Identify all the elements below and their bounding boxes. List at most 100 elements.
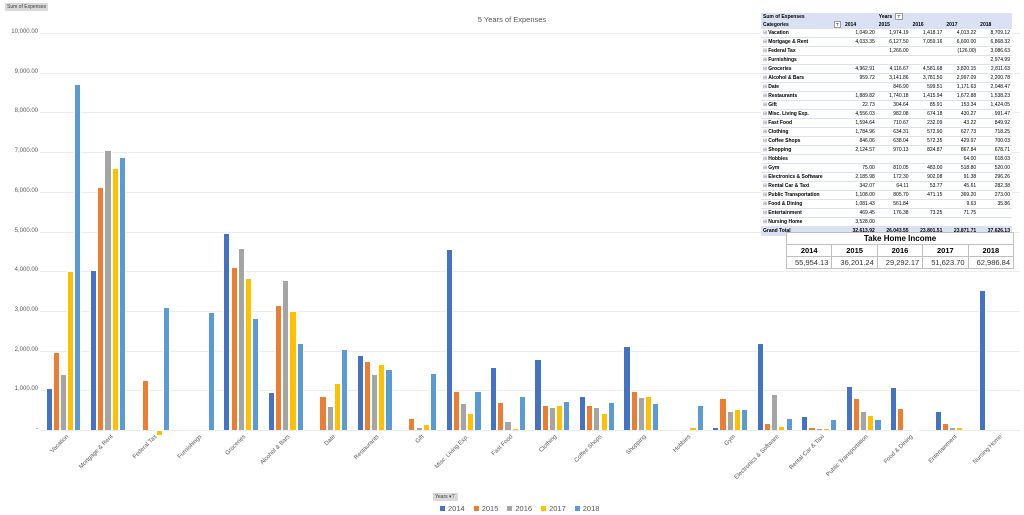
filter-icon[interactable]: ⊤ — [895, 13, 903, 20]
pivot-value-cell — [944, 55, 979, 65]
expand-plus-icon[interactable]: ⊞ — [763, 156, 768, 162]
bar-2017 — [111, 167, 119, 430]
pivot-row: ⊞Hobbies 64.00 618.03 — [761, 154, 1012, 164]
pivot-value-cell: 73.25 — [910, 208, 945, 218]
pivot-value-cell: 561.84 — [876, 199, 911, 209]
pivot-category-cell[interactable]: ⊞Fast Food — [761, 118, 843, 128]
legend-swatch-icon — [440, 506, 445, 511]
pivot-value-cell: 3,086.63 — [978, 46, 1012, 56]
pivot-category-cell[interactable]: ⊞Gym — [761, 163, 843, 173]
expand-plus-icon[interactable]: ⊞ — [763, 210, 768, 216]
pivot-value-cell: 1,594.64 — [842, 118, 877, 128]
expand-plus-icon[interactable]: ⊞ — [763, 66, 768, 72]
bar-2014 — [712, 427, 720, 430]
income-value-cell: 51,623.70 — [922, 256, 969, 269]
values-field-button[interactable]: Sum of Expenses — [5, 3, 49, 11]
pivot-value-cell: (126.00) — [944, 46, 979, 56]
pivot-category-cell[interactable]: ⊞Restaurants — [761, 91, 843, 101]
pivot-row: ⊞Date 846.90 599.51 1,171.63 2,048.47 — [761, 82, 1012, 92]
pivot-value-cell: 6,868.32 — [978, 37, 1012, 47]
legend-item-2016[interactable]: 2016 — [507, 504, 532, 513]
pivot-value-cell: 172.30 — [876, 172, 911, 182]
legend-item-2014[interactable]: 2014 — [440, 504, 465, 513]
pivot-value-cell: 520.00 — [978, 163, 1012, 173]
expand-plus-icon[interactable]: ⊞ — [763, 165, 768, 171]
category-label: Alcohol & Bars — [768, 75, 805, 81]
pivot-category-cell[interactable]: ⊞Food & Dining — [761, 199, 843, 209]
expand-plus-icon[interactable]: ⊞ — [763, 102, 768, 108]
expand-plus-icon[interactable]: ⊞ — [763, 84, 768, 90]
pivot-value-cell: 1,424.05 — [978, 100, 1012, 110]
bar-2015 — [852, 398, 860, 430]
expand-plus-icon[interactable]: ⊞ — [763, 111, 768, 117]
bar-2014 — [267, 391, 275, 430]
bar-2015 — [52, 351, 60, 430]
pivot-column-field[interactable]: Years ⊤ — [876, 13, 1012, 21]
pivot-category-cell[interactable]: ⊞Alcohol & Bars — [761, 73, 843, 83]
expand-plus-icon[interactable]: ⊞ — [763, 75, 768, 81]
pivot-category-cell[interactable]: ⊞Hobbies — [761, 154, 843, 164]
pivot-category-cell[interactable]: ⊞Entertainment — [761, 208, 843, 218]
bar-2014 — [934, 411, 942, 430]
pivot-row-field[interactable]: Categories ⊤ — [761, 21, 843, 29]
pivot-category-cell[interactable]: ⊞Furnishings — [761, 55, 843, 65]
pivot-category-cell[interactable]: ⊞Misc. Living Exp. — [761, 109, 843, 119]
expand-plus-icon[interactable]: ⊞ — [763, 138, 768, 144]
filter-dropdown-icon: ▾⊤ — [449, 494, 456, 500]
pivot-value-cell: 4,116.67 — [876, 64, 911, 74]
legend-item-2015[interactable]: 2015 — [473, 504, 498, 513]
pivot-row: ⊞Rental Car & Taxi 342.07 64.11 53.77 45.61 2… — [761, 181, 1012, 191]
pivot-value-cell: 91.38 — [944, 172, 979, 182]
expand-plus-icon[interactable]: ⊞ — [763, 30, 768, 36]
pivot-category-cell[interactable]: ⊞Clothing — [761, 127, 843, 137]
x-axis-category-label: Food & Dining — [883, 434, 915, 466]
legend-item-2017[interactable]: 2017 — [541, 504, 566, 513]
pivot-category-cell[interactable]: ⊞Shopping — [761, 145, 843, 155]
expand-plus-icon[interactable]: ⊞ — [763, 120, 768, 126]
pivot-category-cell[interactable]: ⊞Federal Tax — [761, 46, 843, 56]
expand-plus-icon[interactable]: ⊞ — [763, 201, 768, 207]
pivot-category-cell[interactable]: ⊞Mortgage & Rent — [761, 37, 843, 47]
pivot-category-cell[interactable]: ⊞Electronics & Software — [761, 172, 843, 182]
pivot-value-cell: 959.72 — [842, 73, 877, 83]
pivot-category-cell[interactable]: ⊞Rental Car & Taxi — [761, 181, 843, 191]
pivot-value-cell: 71.75 — [944, 208, 979, 218]
legend-item-2018[interactable]: 2018 — [574, 504, 599, 513]
pivot-category-cell[interactable]: ⊞Gift — [761, 100, 843, 110]
bar-2017 — [733, 409, 742, 430]
pivot-value-cell: 674.18 — [910, 109, 945, 119]
pivot-category-cell[interactable]: ⊞Coffee Shops — [761, 136, 843, 146]
x-axis-category-label: Shopping — [625, 434, 648, 457]
expand-plus-icon[interactable]: ⊞ — [763, 219, 768, 225]
pivot-value-cell: 634.31 — [876, 127, 911, 137]
pivot-value-cell: 718.25 — [978, 127, 1012, 137]
income-year-header: 2015 — [831, 244, 878, 257]
pivot-category-cell[interactable]: ⊞Public Transportation — [761, 190, 843, 200]
expand-plus-icon[interactable]: ⊞ — [763, 183, 768, 189]
expand-plus-icon[interactable]: ⊞ — [763, 93, 768, 99]
filter-icon[interactable]: ⊤ — [833, 21, 841, 28]
row-field-label: Categories — [763, 22, 789, 28]
bar-2018 — [252, 318, 260, 430]
expand-plus-icon[interactable]: ⊞ — [763, 192, 768, 198]
expand-plus-icon[interactable]: ⊞ — [763, 174, 768, 180]
years-filter-button[interactable]: Years ▾⊤ — [433, 493, 458, 501]
x-axis-category-label: Fast Food — [490, 434, 515, 458]
pivot-category-cell[interactable]: ⊞Groceries — [761, 64, 843, 74]
pivot-value-cell — [978, 208, 1012, 218]
income-value-cell: 36,201.24 — [831, 256, 878, 269]
expand-plus-icon[interactable]: ⊞ — [763, 147, 768, 153]
pivot-row: ⊞Groceries 4,962.91 4,116.67 4,581.68 3,820.… — [761, 64, 1012, 74]
pivot-value-cell: 4,013.22 — [944, 29, 979, 38]
expand-plus-icon[interactable]: ⊞ — [763, 48, 768, 54]
pivot-value-cell: 6,127.50 — [876, 37, 911, 47]
pivot-value-cell: 710.67 — [876, 118, 911, 128]
bar-2017 — [956, 427, 964, 430]
pivot-category-cell[interactable]: ⊞Vacation — [761, 29, 843, 38]
expand-plus-icon[interactable]: ⊞ — [763, 57, 768, 63]
pivot-category-cell[interactable]: ⊞Date — [761, 82, 843, 92]
expand-plus-icon[interactable]: ⊞ — [763, 39, 768, 45]
pivot-category-cell[interactable]: ⊞Nursing Home — [761, 217, 843, 227]
expand-plus-icon[interactable]: ⊞ — [763, 129, 768, 135]
pivot-value-cell: 304.64 — [876, 100, 911, 110]
